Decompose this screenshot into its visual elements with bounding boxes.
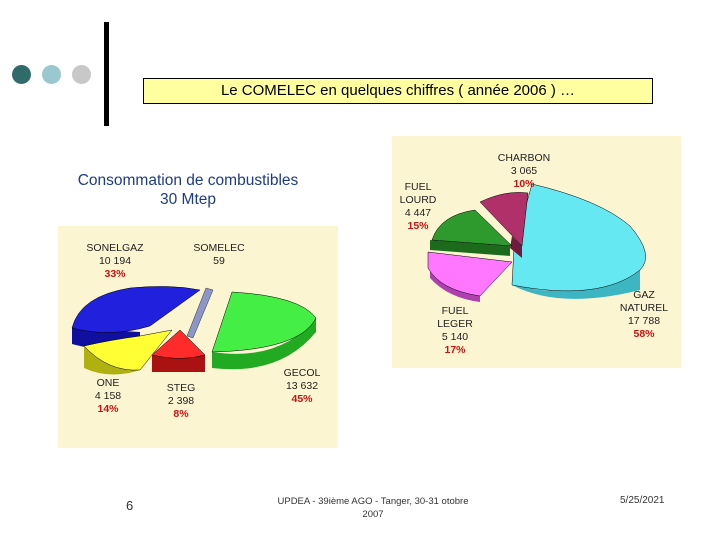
slice-fuel-lourd-side bbox=[430, 240, 510, 256]
slice-charbon-side bbox=[510, 236, 522, 258]
label-somelec: SOMELEC 59 bbox=[193, 242, 245, 267]
slice-gaz-naturel-side bbox=[512, 270, 640, 299]
slice-somelec bbox=[186, 287, 214, 339]
slice-gecol-top bbox=[211, 291, 317, 353]
slice-fuel-leger-top bbox=[427, 251, 513, 297]
label-fuel-lourd: FUEL LOURD 4 447 15% bbox=[399, 181, 437, 232]
label-gecol: GECOL 13 632 45% bbox=[283, 367, 321, 405]
label-gaz-naturel: GAZ NATUREL 17 788 58% bbox=[619, 289, 669, 340]
left-pie bbox=[71, 286, 317, 375]
slice-sonelgaz-top bbox=[71, 286, 201, 333]
label-one: ONE 4 158 14% bbox=[94, 377, 122, 415]
decor-dot-dark bbox=[12, 65, 31, 84]
slice-fuel-lourd-top bbox=[431, 209, 513, 247]
decor-vertical-bar bbox=[104, 22, 109, 126]
label-fuel-leger: FUEL LEGER 5 140 17% bbox=[437, 305, 473, 356]
consumption-title-line2: 30 Mtep bbox=[159, 191, 216, 208]
decor-dot-light bbox=[42, 65, 61, 84]
consumption-title: Consommation de combustibles 30 Mtep bbox=[52, 171, 324, 209]
footer-date: 5/25/2021 bbox=[620, 495, 665, 506]
slice-gaz-naturel-top bbox=[511, 183, 646, 292]
label-charbon: CHARBON 3 065 10% bbox=[497, 152, 551, 190]
right-pie bbox=[427, 183, 646, 302]
footer-center: UPDEA - 39ième AGO - Tanger, 30-31 otobr… bbox=[277, 496, 469, 520]
page-number: 6 bbox=[126, 498, 134, 513]
decor-dot-grey bbox=[72, 65, 91, 84]
slice-charbon-top bbox=[479, 192, 529, 247]
slide-title: Le COMELEC en quelques chiffres ( année … bbox=[143, 78, 653, 104]
slice-gecol-side bbox=[212, 318, 316, 370]
slice-one-top bbox=[83, 329, 173, 371]
consumption-title-line1: Consommation de combustibles bbox=[77, 172, 299, 189]
label-steg: STEG 2 398 8% bbox=[166, 382, 196, 420]
label-sonelgaz: SONELGAZ 10 194 33% bbox=[86, 242, 144, 280]
slice-steg-side bbox=[152, 355, 205, 372]
